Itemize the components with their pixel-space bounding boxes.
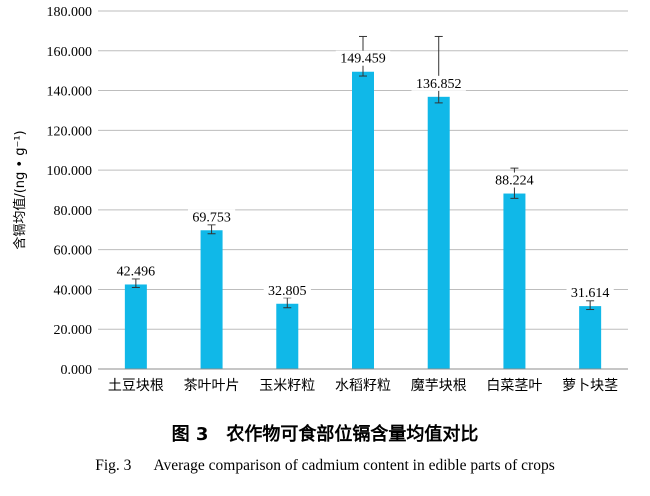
y-tick-label: 100.000: [47, 164, 93, 179]
figure-caption-chinese: 图 3 农作物可食部位镉含量均值对比: [0, 420, 650, 446]
data-label: 136.852: [416, 77, 462, 92]
data-label-bg: [335, 50, 391, 66]
x-category-label: 水稻籽粒: [335, 378, 391, 394]
figure-title-en: Average comparison of cadmium content in…: [153, 457, 555, 474]
y-axis-ticks: 0.000 20.000 40.000 60.000 80.000 100.000 120.…: [47, 5, 93, 378]
bar: [579, 306, 602, 369]
data-label-bg: [112, 263, 160, 279]
data-label-bg: [411, 75, 466, 91]
data-label: 149.459: [340, 52, 386, 67]
figure-caption-english: Fig. 3 Average comparison of cadmium cont…: [0, 457, 650, 475]
x-category-label: 魔芋块根: [411, 378, 467, 394]
x-axis-categories: 土豆块根 茶叶叶片 玉米籽粒 水稻籽粒 魔芋块根 白菜茎叶 萝卜块茎: [108, 378, 618, 394]
error-bar: [131, 278, 140, 288]
figure-title-cn: 农作物可食部位镉含量均值对比: [226, 424, 479, 445]
y-tick-label: 120.000: [47, 124, 93, 139]
data-label: 42.496: [117, 264, 156, 279]
data-label-bg: [263, 282, 311, 298]
error-bar: [207, 224, 216, 235]
y-tick-label: 80.000: [54, 204, 93, 219]
y-tick-label: 40.000: [54, 283, 93, 298]
y-tick-label: 20.000: [54, 323, 93, 338]
bar: [352, 71, 374, 370]
data-labels: 42.496 69.753 32.805 149.459 136.852 88.224 31…: [112, 50, 614, 301]
error-bar: [283, 297, 292, 309]
bar: [124, 284, 147, 369]
bar: [503, 193, 526, 369]
y-tick-label: 0.000: [61, 363, 93, 378]
y-tick-label: 160.000: [47, 45, 93, 60]
figure-number-en: Fig. 3: [95, 457, 132, 474]
data-label: 88.224: [495, 174, 534, 189]
y-tick-label: 140.000: [47, 85, 93, 100]
error-bar: [586, 300, 595, 311]
data-label-bg: [566, 285, 614, 301]
bar: [200, 230, 223, 369]
x-category-label: 萝卜块茎: [562, 378, 618, 394]
bars: [124, 71, 602, 370]
y-tick-label: 180.000: [47, 5, 93, 20]
data-label: 69.753: [192, 210, 231, 225]
y-tick-label: 60.000: [54, 244, 93, 259]
bar: [276, 303, 299, 369]
x-category-label: 玉米籽粒: [259, 378, 315, 394]
data-label-bg: [490, 172, 539, 188]
data-label: 32.805: [268, 284, 307, 299]
figure-number-cn: 图 3: [171, 424, 209, 445]
bar-chart: 42.496 69.753 32.805 149.459 136.852 88.224 31…: [12, 5, 628, 394]
y-axis-label: 含镉均值/(ng • g⁻¹): [12, 130, 28, 249]
data-label-bg: [187, 209, 236, 225]
x-category-label: 茶叶叶片: [184, 378, 240, 394]
data-label: 31.614: [571, 286, 610, 301]
x-category-label: 白菜茎叶: [486, 378, 542, 394]
error-bar: [434, 35, 443, 104]
bar: [427, 96, 450, 369]
x-category-label: 土豆块根: [108, 378, 164, 394]
